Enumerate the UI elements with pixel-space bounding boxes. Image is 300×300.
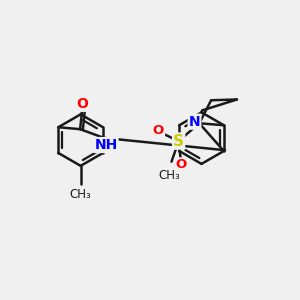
Text: O: O: [76, 97, 88, 111]
Text: CH₃: CH₃: [159, 169, 180, 182]
Text: N: N: [189, 115, 200, 129]
Text: O: O: [153, 124, 164, 137]
Text: NH: NH: [94, 138, 118, 152]
Text: O: O: [175, 158, 186, 171]
Text: CH₃: CH₃: [70, 188, 92, 201]
Text: S: S: [173, 134, 184, 148]
